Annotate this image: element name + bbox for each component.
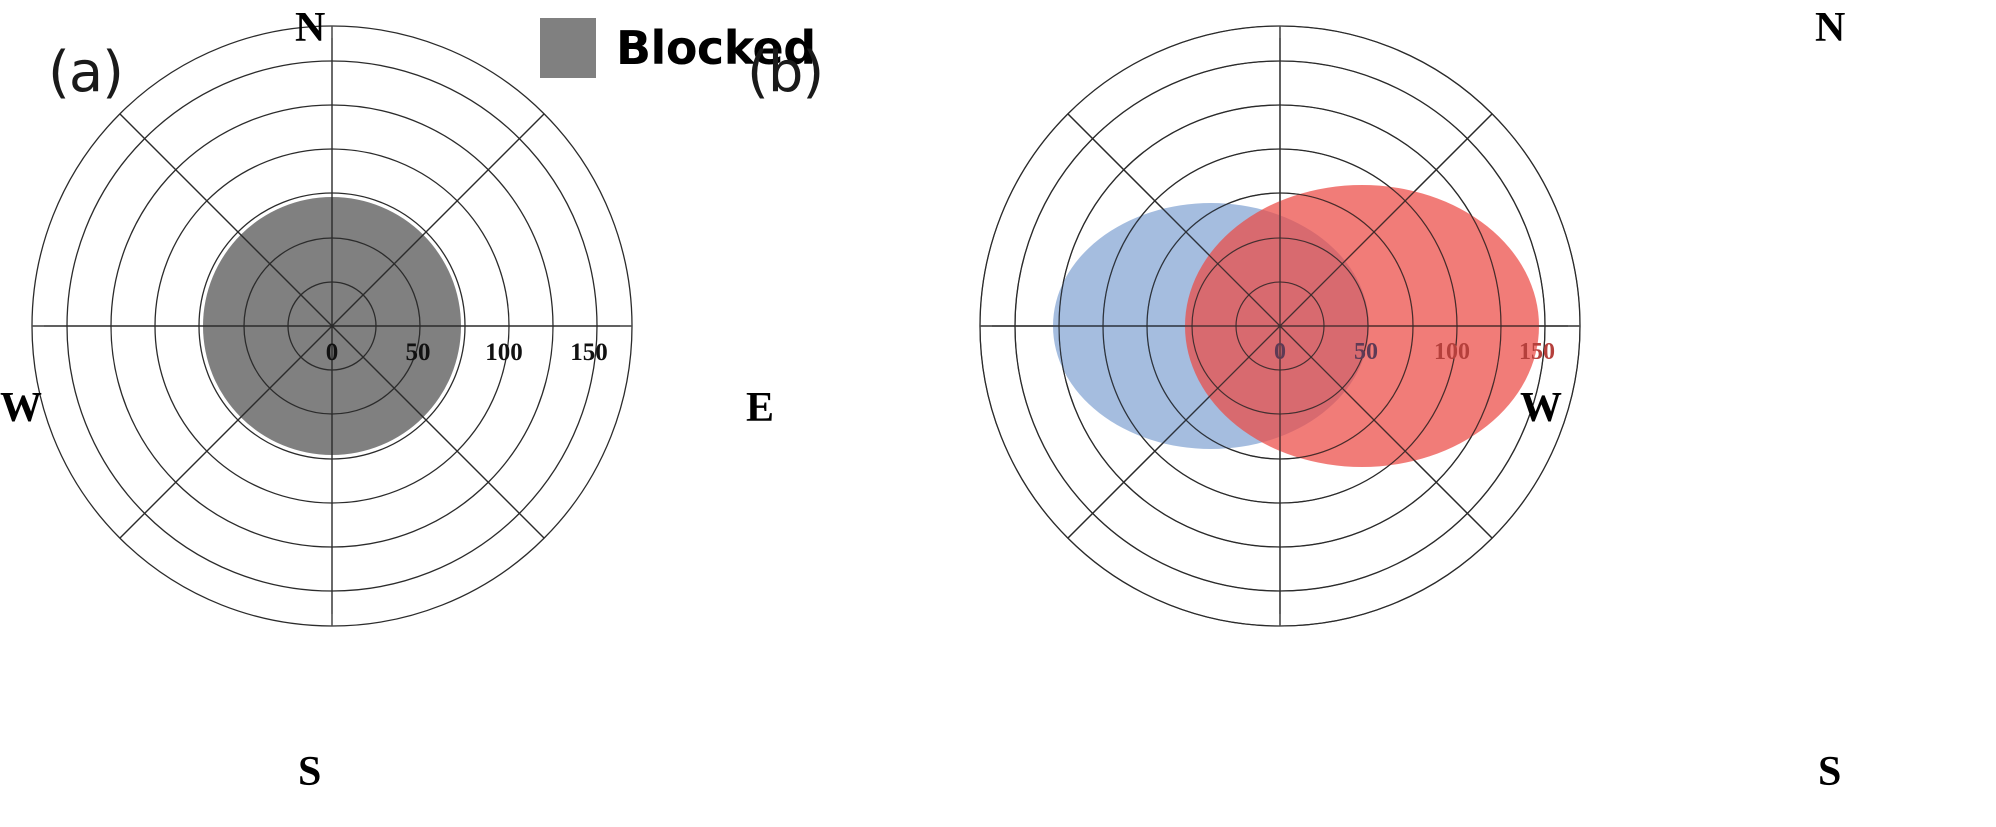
panel-a-tick-100: 100 — [485, 339, 523, 366]
panel-b-tick-100: 100 — [1434, 339, 1470, 365]
panel-b-compass-south: S — [1818, 749, 1842, 795]
panel-b-radial-tick-labels: 0 50 100 150 — [970, 340, 1590, 370]
panel-b-label: (b) — [747, 40, 824, 105]
panel-b-outer-ticks — [980, 26, 1580, 626]
panel-b-tick-0: 0 — [1274, 339, 1286, 365]
panel-b: (b) — [747, 0, 1996, 827]
panel-a-radial-tick-labels: 0 50 100 150 — [22, 340, 642, 370]
panel-a: (a) — [0, 0, 960, 827]
panel-a-compass-west: W — [0, 385, 42, 431]
panel-a-outer-ticks — [32, 26, 632, 626]
legend-swatch-blocked — [540, 18, 596, 78]
panel-a-spokes — [32, 26, 632, 626]
panel-b-compass-north: N — [1815, 5, 1846, 51]
panel-b-compass-west: W — [1520, 385, 1562, 431]
panel-a-tick-50: 50 — [405, 339, 431, 366]
panel-a-compass-north: N — [295, 5, 326, 51]
panel-b-spokes-over — [980, 26, 1580, 626]
panel-a-compass-east: E — [746, 385, 775, 431]
panel-b-tick-50: 50 — [1354, 339, 1378, 365]
legend-label-blocked: Blocked — [616, 21, 816, 75]
panel-a-compass-south: S — [298, 749, 322, 795]
panel-a-label: (a) — [48, 40, 124, 105]
panel-a-tick-150: 150 — [570, 339, 608, 366]
panel-a-polar-plot — [22, 16, 642, 636]
panel-b-tick-150: 150 — [1519, 339, 1555, 365]
panel-a-legend: Blocked — [540, 18, 816, 78]
panel-b-polar-plot — [970, 16, 1590, 636]
panel-a-tick-0: 0 — [325, 339, 339, 366]
